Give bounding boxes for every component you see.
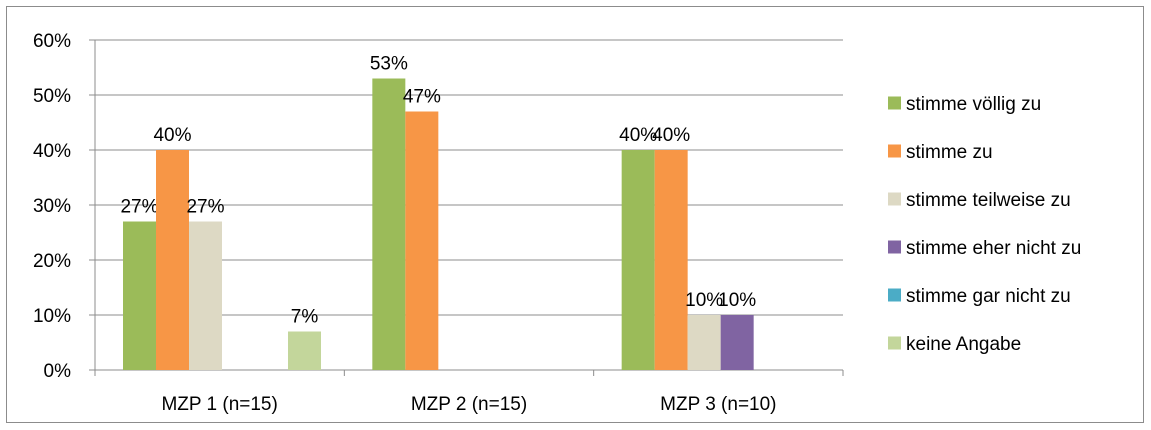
bar xyxy=(654,150,688,370)
legend-swatch xyxy=(888,96,901,110)
legend-label: stimme eher nicht zu xyxy=(906,238,1081,259)
legend-label: stimme teilweise zu xyxy=(906,190,1071,211)
legend-label: stimme zu xyxy=(906,142,993,163)
y-tick-label: 10% xyxy=(33,306,71,327)
legend-swatch xyxy=(888,288,901,302)
data-label: 47% xyxy=(403,87,441,108)
legend-label: stimme völlig zu xyxy=(906,94,1041,115)
data-label: 10% xyxy=(718,290,756,311)
bar xyxy=(288,331,321,370)
bar xyxy=(621,150,655,370)
bar xyxy=(405,111,439,370)
legend-label: keine Angabe xyxy=(906,334,1021,355)
category-label: MZP 2 (n=15) xyxy=(411,394,527,415)
data-label: 10% xyxy=(685,290,723,311)
bar xyxy=(687,315,721,370)
bar xyxy=(720,315,754,370)
data-label: 53% xyxy=(370,54,408,75)
y-tick-label: 0% xyxy=(44,361,72,382)
legend-swatch xyxy=(888,240,901,254)
data-label: 40% xyxy=(619,125,657,146)
y-tick-label: 40% xyxy=(33,141,71,162)
data-label: 40% xyxy=(153,125,191,146)
bar xyxy=(123,221,156,370)
legend-label: stimme gar nicht zu xyxy=(906,286,1071,307)
category-label: MZP 3 (n=10) xyxy=(660,394,776,415)
data-label: 27% xyxy=(120,197,158,218)
data-label: 40% xyxy=(652,125,690,146)
bar xyxy=(156,150,189,370)
legend-swatch xyxy=(888,336,901,350)
data-label: 27% xyxy=(186,197,224,218)
category-label: MZP 1 (n=15) xyxy=(161,394,277,415)
legend-swatch xyxy=(888,144,901,158)
y-tick-label: 50% xyxy=(33,86,71,107)
data-label: 7% xyxy=(291,307,319,328)
y-tick-label: 30% xyxy=(33,196,71,217)
bar xyxy=(372,78,406,370)
legend-swatch xyxy=(888,192,901,206)
y-tick-label: 60% xyxy=(33,31,71,52)
y-tick-label: 20% xyxy=(33,251,71,272)
bar xyxy=(189,221,222,370)
